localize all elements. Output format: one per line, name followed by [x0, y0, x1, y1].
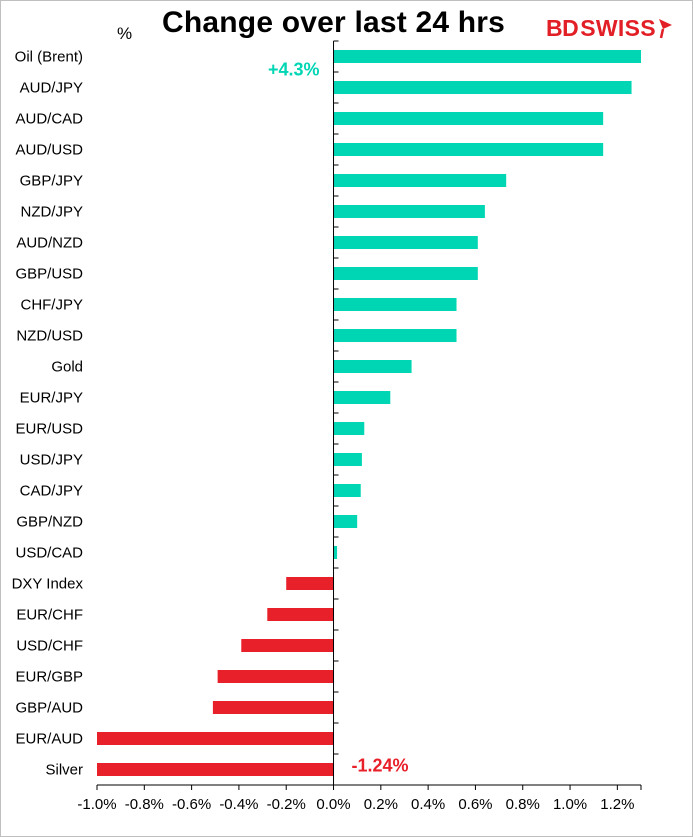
- chart-title: Change over last 24 hrs: [162, 6, 506, 39]
- category-label: NZD/JPY: [20, 204, 83, 221]
- bar-usd-jpy: [333, 453, 362, 466]
- bar-gbp-nzd: [333, 515, 358, 528]
- flag-arrow-icon: [658, 19, 672, 39]
- bar-eur-aud: [97, 732, 334, 745]
- bar-eur-gbp: [217, 670, 334, 683]
- annotation-label: -1.24%: [352, 756, 409, 776]
- category-label: AUD/CAD: [15, 111, 83, 128]
- bar-chf-jpy: [333, 298, 457, 311]
- x-tick-label: 0.0%: [316, 796, 350, 813]
- x-tick-label: -0.6%: [172, 796, 211, 813]
- bdswiss-logo: BD SWISS: [546, 14, 673, 42]
- bar-nzd-jpy: [333, 205, 485, 218]
- x-tick-label: -0.4%: [219, 796, 258, 813]
- unit-label: %: [117, 24, 133, 43]
- bar-silver: [97, 763, 334, 776]
- category-label: EUR/AUD: [15, 731, 83, 748]
- category-label: GBP/NZD: [16, 514, 83, 531]
- category-label: USD/CHF: [16, 638, 83, 655]
- x-tick-label: 0.2%: [364, 796, 398, 813]
- category-label: Silver: [45, 762, 83, 779]
- bar-nzd-usd: [333, 329, 457, 342]
- bar-eur-jpy: [333, 391, 391, 404]
- x-tick-label: -1.0%: [77, 796, 116, 813]
- x-tick-label: 0.6%: [458, 796, 492, 813]
- bar-gbp-aud: [212, 701, 334, 714]
- category-label: GBP/USD: [15, 266, 83, 283]
- category-label: EUR/GBP: [15, 669, 83, 686]
- x-tick-label: -0.8%: [125, 796, 164, 813]
- category-label: Oil (Brent): [15, 49, 83, 66]
- bar-eur-usd: [333, 422, 365, 435]
- annotation-label: +4.3%: [268, 60, 320, 80]
- x-tick-label: -0.2%: [267, 796, 306, 813]
- category-label: DXY Index: [12, 576, 84, 593]
- category-label: Gold: [51, 359, 83, 376]
- category-label: EUR/USD: [15, 421, 83, 438]
- bar-usd-chf: [241, 639, 334, 652]
- bar-aud-nzd: [333, 236, 478, 249]
- x-tick-label: 1.2%: [600, 796, 634, 813]
- bar-aud-cad: [333, 112, 604, 125]
- category-label: CAD/JPY: [20, 483, 83, 500]
- category-label: EUR/JPY: [20, 390, 83, 407]
- bar-gbp-jpy: [333, 174, 507, 187]
- x-tick-label: 0.4%: [411, 796, 445, 813]
- x-tick-label: 1.0%: [553, 796, 587, 813]
- category-label: GBP/AUD: [15, 700, 83, 717]
- bar-gbp-usd: [333, 267, 478, 280]
- bar-eur-chf: [267, 608, 334, 621]
- bar-cad-jpy: [333, 484, 361, 497]
- bar-aud-jpy: [333, 81, 632, 94]
- logo-text-bd: BD: [546, 14, 579, 41]
- bar-aud-usd: [333, 143, 604, 156]
- bar-usd-cad: [333, 546, 338, 559]
- category-label: CHF/JPY: [20, 297, 83, 314]
- bar-dxy-index: [286, 577, 334, 590]
- category-label: AUD/NZD: [16, 235, 83, 252]
- bar-gold: [333, 360, 412, 373]
- category-label: AUD/USD: [15, 142, 83, 159]
- category-label: NZD/USD: [16, 328, 83, 345]
- category-label: EUR/CHF: [16, 607, 83, 624]
- category-label: USD/CAD: [15, 545, 83, 562]
- category-label: AUD/JPY: [20, 80, 83, 97]
- x-tick-label: 0.8%: [506, 796, 540, 813]
- logo-text-swiss: SWISS: [580, 14, 656, 41]
- category-label: USD/JPY: [20, 452, 83, 469]
- bar-oil-brent-: [333, 50, 641, 63]
- category-label: GBP/JPY: [20, 173, 83, 190]
